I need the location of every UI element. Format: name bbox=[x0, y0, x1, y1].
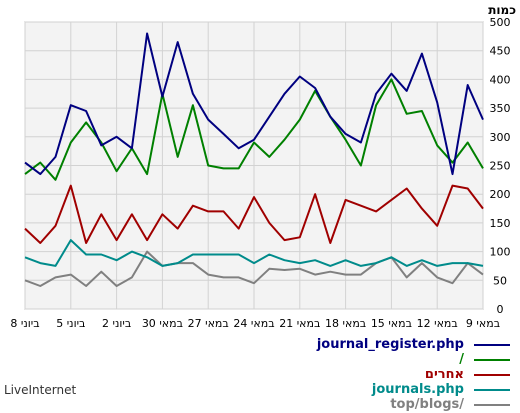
x-axis-ticks: 9 במאי 12 במאי 15 במאי 18 במאי 21 במאי 24 במא… bbox=[10, 317, 500, 330]
x-tick-label: 30 במאי bbox=[142, 317, 183, 330]
legend-item: אחרים bbox=[425, 366, 510, 383]
grid-lines bbox=[24, 21, 484, 310]
legend-swatch bbox=[474, 358, 510, 361]
y-tick-label: 450 bbox=[490, 45, 511, 58]
y-tick-label: 150 bbox=[490, 217, 511, 230]
x-tick-label: 27 במאי bbox=[188, 317, 229, 330]
legend-swatch bbox=[474, 343, 510, 346]
series-line-4 bbox=[24, 250, 484, 287]
y-tick-label: 50 bbox=[493, 274, 507, 287]
series-line-2 bbox=[24, 184, 484, 244]
series-lines bbox=[24, 32, 484, 287]
legend-swatch bbox=[474, 388, 510, 391]
y-axis-ticks: 0 50 100 150 200 250 300 350 400 450 500 bbox=[490, 16, 511, 316]
legend-label: journal_register.php bbox=[316, 337, 464, 352]
y-tick-label: 350 bbox=[490, 102, 511, 115]
legend-item: / bbox=[459, 351, 510, 368]
x-tick-label: 2 ביוני bbox=[102, 317, 131, 330]
series-line-3 bbox=[24, 239, 484, 267]
x-tick-label: 21 במאי bbox=[279, 317, 320, 330]
legend-item: journal_register.php bbox=[317, 336, 510, 353]
y-tick-label: 300 bbox=[490, 131, 511, 144]
y-tick-label: 200 bbox=[490, 188, 511, 201]
y-tick-label: 100 bbox=[490, 246, 511, 259]
legend-swatch bbox=[474, 373, 510, 376]
y-tick-label: 0 bbox=[497, 303, 504, 316]
legend-label: / bbox=[459, 352, 464, 367]
legend-label: אחרים bbox=[424, 367, 464, 382]
y-tick-label: 400 bbox=[490, 73, 511, 86]
y-axis-label: כמות bbox=[488, 3, 516, 17]
series-line-0 bbox=[24, 32, 484, 176]
y-tick-label: 500 bbox=[490, 16, 511, 29]
footer-brand: LiveInternet bbox=[4, 383, 77, 397]
legend-item: journals.php bbox=[372, 381, 510, 398]
x-tick-label: 9 במאי bbox=[466, 317, 500, 330]
y-tick-label: 250 bbox=[490, 160, 511, 173]
x-tick-label: 15 במאי bbox=[371, 317, 412, 330]
legend-label: journals.php bbox=[371, 382, 464, 397]
x-tick-label: 8 ביוני bbox=[10, 317, 39, 330]
x-tick-label: 5 ביוני bbox=[56, 317, 85, 330]
x-tick-label: 12 במאי bbox=[417, 317, 458, 330]
x-tick-label: 24 במאי bbox=[233, 317, 274, 330]
x-tick-label: 18 במאי bbox=[325, 317, 366, 330]
series-line-1 bbox=[24, 78, 484, 181]
